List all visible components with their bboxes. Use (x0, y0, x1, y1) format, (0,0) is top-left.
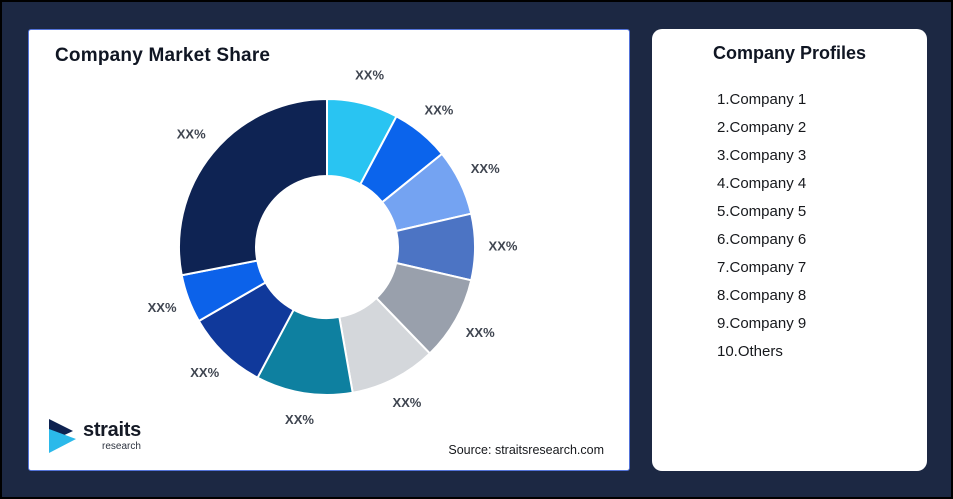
company-profile-item: 7.Company 7 (717, 259, 807, 276)
segment-label-5: XX% (466, 325, 495, 340)
segment-label-3: XX% (471, 161, 500, 176)
segment-label-4: XX% (489, 238, 518, 253)
logo-subtitle: research (102, 441, 141, 452)
company-profile-item: 9.Company 9 (717, 315, 807, 332)
company-profile-item: 5.Company 5 (717, 203, 807, 220)
company-profile-item: 6.Company 6 (717, 231, 807, 248)
market-share-donut-chart: XX% XX% XX% XX% XX% XX% XX% XX% XX% XX% (148, 68, 518, 428)
segment-label-7: XX% (285, 412, 314, 427)
chart-title: Company Market Share (55, 45, 271, 66)
straits-research-logo: straits research (49, 419, 141, 453)
segment-label-9: XX% (148, 300, 177, 315)
company-profiles-list: 1.Company 1 2.Company 2 3.Company 3 4.Compa… (717, 86, 927, 366)
company-profile-item: 1.Company 1 (717, 91, 807, 108)
company-profile-item: 4.Company 4 (717, 175, 807, 192)
segment-label-6: XX% (392, 395, 421, 410)
profiles-title: Company Profiles (712, 43, 867, 63)
segment-label-1: XX% (355, 68, 384, 83)
company-profile-item: 3.Company 3 (717, 147, 807, 164)
logo-text: straits research (83, 420, 141, 452)
logo-brand: straits (83, 419, 141, 441)
segment-label-10: XX% (177, 127, 206, 142)
donut-segment-10 (178, 98, 328, 277)
company-profile-item: 8.Company 8 (717, 287, 807, 304)
market-share-card: Company Market Share XX% XX% XX% XX% XX% XX% X… (28, 29, 630, 471)
source-note: Source: straitsresearch.com (448, 443, 604, 457)
segment-label-2: XX% (424, 103, 453, 118)
company-profile-item: 2.Company 2 (717, 119, 807, 136)
straits-logo-icon (49, 419, 76, 453)
company-profile-item: 10.Others (717, 343, 783, 360)
company-profiles-card: Company Profiles 1.Company 1 2.Company 2 3… (652, 29, 927, 471)
segment-label-8: XX% (190, 365, 219, 380)
